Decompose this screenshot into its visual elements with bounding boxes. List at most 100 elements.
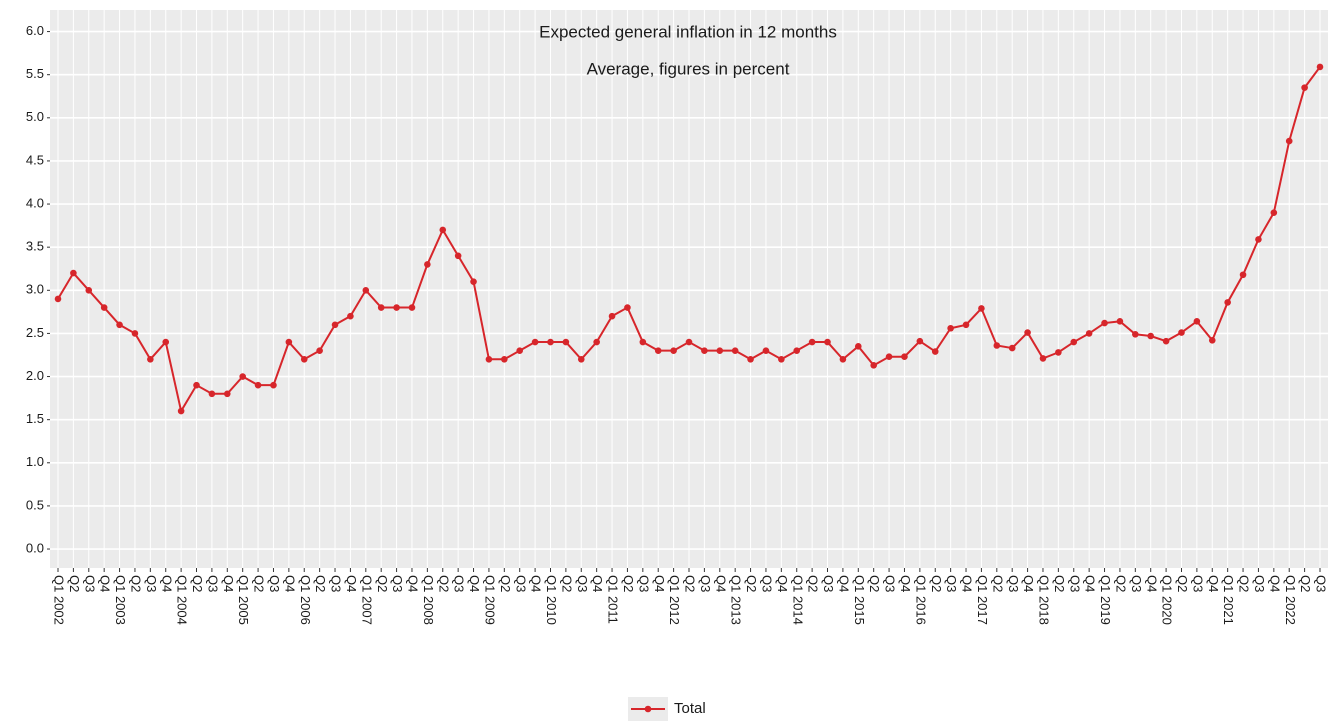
y-tick-label: 1.0 [26,454,44,469]
point [1070,338,1078,346]
x-tick-label: Q4 [652,575,667,592]
x-tick-label: Q1 2020 [1160,575,1175,625]
x-tick-label: Q4 [159,575,174,592]
x-tick-label: Q4 [98,575,113,592]
y-tick-label: 2.5 [26,325,44,340]
point [608,312,616,320]
x-tick-label: Q2 [621,575,636,592]
point [577,355,585,363]
point [193,381,200,389]
point [716,347,724,354]
x-tick-label: Q1 2010 [544,575,559,625]
x-tick-label: Q4 [1144,575,1159,592]
x-tick-label: Q4 [836,575,851,592]
x-tick-label: Q1 2019 [1098,575,1113,625]
grid [50,10,1328,568]
point [100,304,108,311]
x-tick-label: Q2 [1113,575,1128,592]
x-tick-label: Q3 [452,575,467,592]
point [316,347,323,354]
point [870,362,877,369]
point [54,295,62,303]
x-tick-label: Q3 [1314,575,1329,592]
x-tick-label: Q3 [821,575,836,592]
point [424,261,431,268]
y-tick-label: 5.0 [26,109,44,124]
point [1132,330,1139,338]
y-tick-label: 3.5 [26,239,44,254]
x-tick-label: Q4 [713,575,728,592]
x-tick-label: Q3 [636,575,651,592]
point [501,355,508,363]
point [331,321,339,329]
point [439,226,447,234]
y-tick-label: 5.5 [26,66,44,81]
point [85,286,93,294]
point [885,353,893,361]
point [1224,299,1231,306]
point [1162,337,1170,345]
x-tick-label: Q1 2007 [359,575,374,625]
legend-point [644,705,652,713]
point [1270,209,1278,216]
x-tick-label: Q4 [529,575,544,592]
x-tick-label: Q2 [1298,575,1313,592]
x-tick-label: Q3 [390,575,405,592]
x-tick-label: Q4 [406,575,421,592]
x-tick-label: Q3 [698,575,713,592]
point [778,355,785,363]
x-tick-label: Q1 2004 [175,575,190,625]
x-tick-label: Q3 [329,575,344,592]
point [854,343,862,350]
x-tick-label: Q4 [344,575,359,592]
x-tick-label: Q1 2016 [913,575,928,625]
x-tick-label: Q2 [867,575,882,592]
x-tick-label: Q1 2014 [790,575,805,625]
point [1008,344,1016,352]
point [454,252,462,260]
x-tick-label: Q3 [267,575,282,592]
point [593,338,600,346]
x-tick-label: Q2 [559,575,574,592]
point [1208,337,1216,344]
point [993,342,1001,349]
x-tick-label: Q2 [313,575,328,592]
point [1101,319,1108,327]
x-tick-label: Q3 [82,575,97,592]
x-tick-label: Q1 2008 [421,575,436,625]
point [747,355,754,363]
point [516,347,524,354]
x-tick-label: Q2 [990,575,1005,592]
x-tick-label: Q3 [1252,575,1267,592]
point [177,407,185,415]
x-tick-label: Q4 [960,575,975,592]
y-tick-label: 0.5 [26,497,44,512]
point [639,338,647,346]
x-tick-label: Q1 2017 [975,575,990,625]
point [962,321,970,329]
point [839,355,847,363]
x-tick-label: Q4 [1083,575,1098,592]
point [347,312,354,320]
point [1024,329,1031,336]
point [162,338,170,346]
point [931,348,939,355]
x-tick-label: Q2 [375,575,390,592]
x-tick-label: Q3 [944,575,959,592]
point [916,337,924,345]
x-tick-label: Q3 [144,575,159,592]
x-tick-label: Q4 [1267,575,1282,592]
point [731,347,739,354]
x-tick-label: Q2 [683,575,698,592]
x-tick-label: Q3 [575,575,590,592]
y-tick-label: 3.0 [26,282,44,297]
x-tick-label: Q4 [221,575,236,592]
point [223,390,231,398]
y-tick-label: 6.0 [26,23,44,38]
point [1193,318,1201,325]
point [1039,355,1047,362]
x-tick-label: Q2 [806,575,821,592]
point [547,338,554,346]
x-tick-label: Q1 2012 [667,575,682,625]
